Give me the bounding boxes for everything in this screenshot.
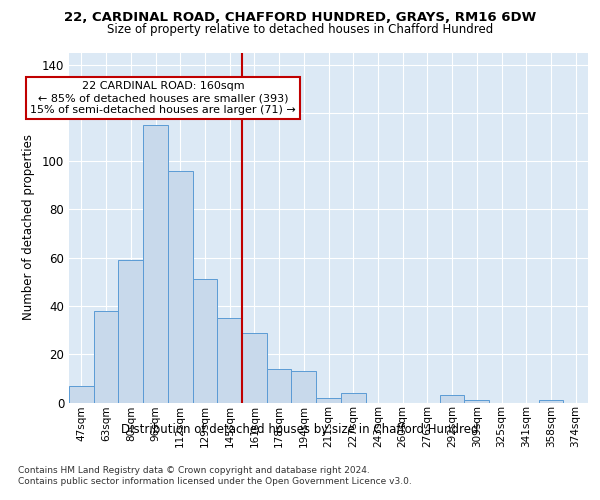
Bar — [292, 371, 316, 402]
Y-axis label: Number of detached properties: Number of detached properties — [22, 134, 35, 320]
Text: Contains HM Land Registry data © Crown copyright and database right 2024.: Contains HM Land Registry data © Crown c… — [18, 466, 370, 475]
Bar — [69, 386, 94, 402]
Bar — [143, 125, 168, 402]
Bar — [168, 171, 193, 402]
Bar — [539, 400, 563, 402]
Text: Size of property relative to detached houses in Chafford Hundred: Size of property relative to detached ho… — [107, 22, 493, 36]
Text: Distribution of detached houses by size in Chafford Hundred: Distribution of detached houses by size … — [121, 422, 479, 436]
Bar — [118, 260, 143, 402]
Bar — [464, 400, 489, 402]
Bar — [316, 398, 341, 402]
Bar — [217, 318, 242, 402]
Bar — [94, 311, 118, 402]
Bar — [242, 332, 267, 402]
Text: 22, CARDINAL ROAD, CHAFFORD HUNDRED, GRAYS, RM16 6DW: 22, CARDINAL ROAD, CHAFFORD HUNDRED, GRA… — [64, 11, 536, 24]
Bar — [267, 368, 292, 402]
Text: Contains public sector information licensed under the Open Government Licence v3: Contains public sector information licen… — [18, 478, 412, 486]
Bar — [440, 396, 464, 402]
Text: 22 CARDINAL ROAD: 160sqm
← 85% of detached houses are smaller (393)
15% of semi-: 22 CARDINAL ROAD: 160sqm ← 85% of detach… — [30, 82, 296, 114]
Bar — [341, 393, 365, 402]
Bar — [193, 280, 217, 402]
